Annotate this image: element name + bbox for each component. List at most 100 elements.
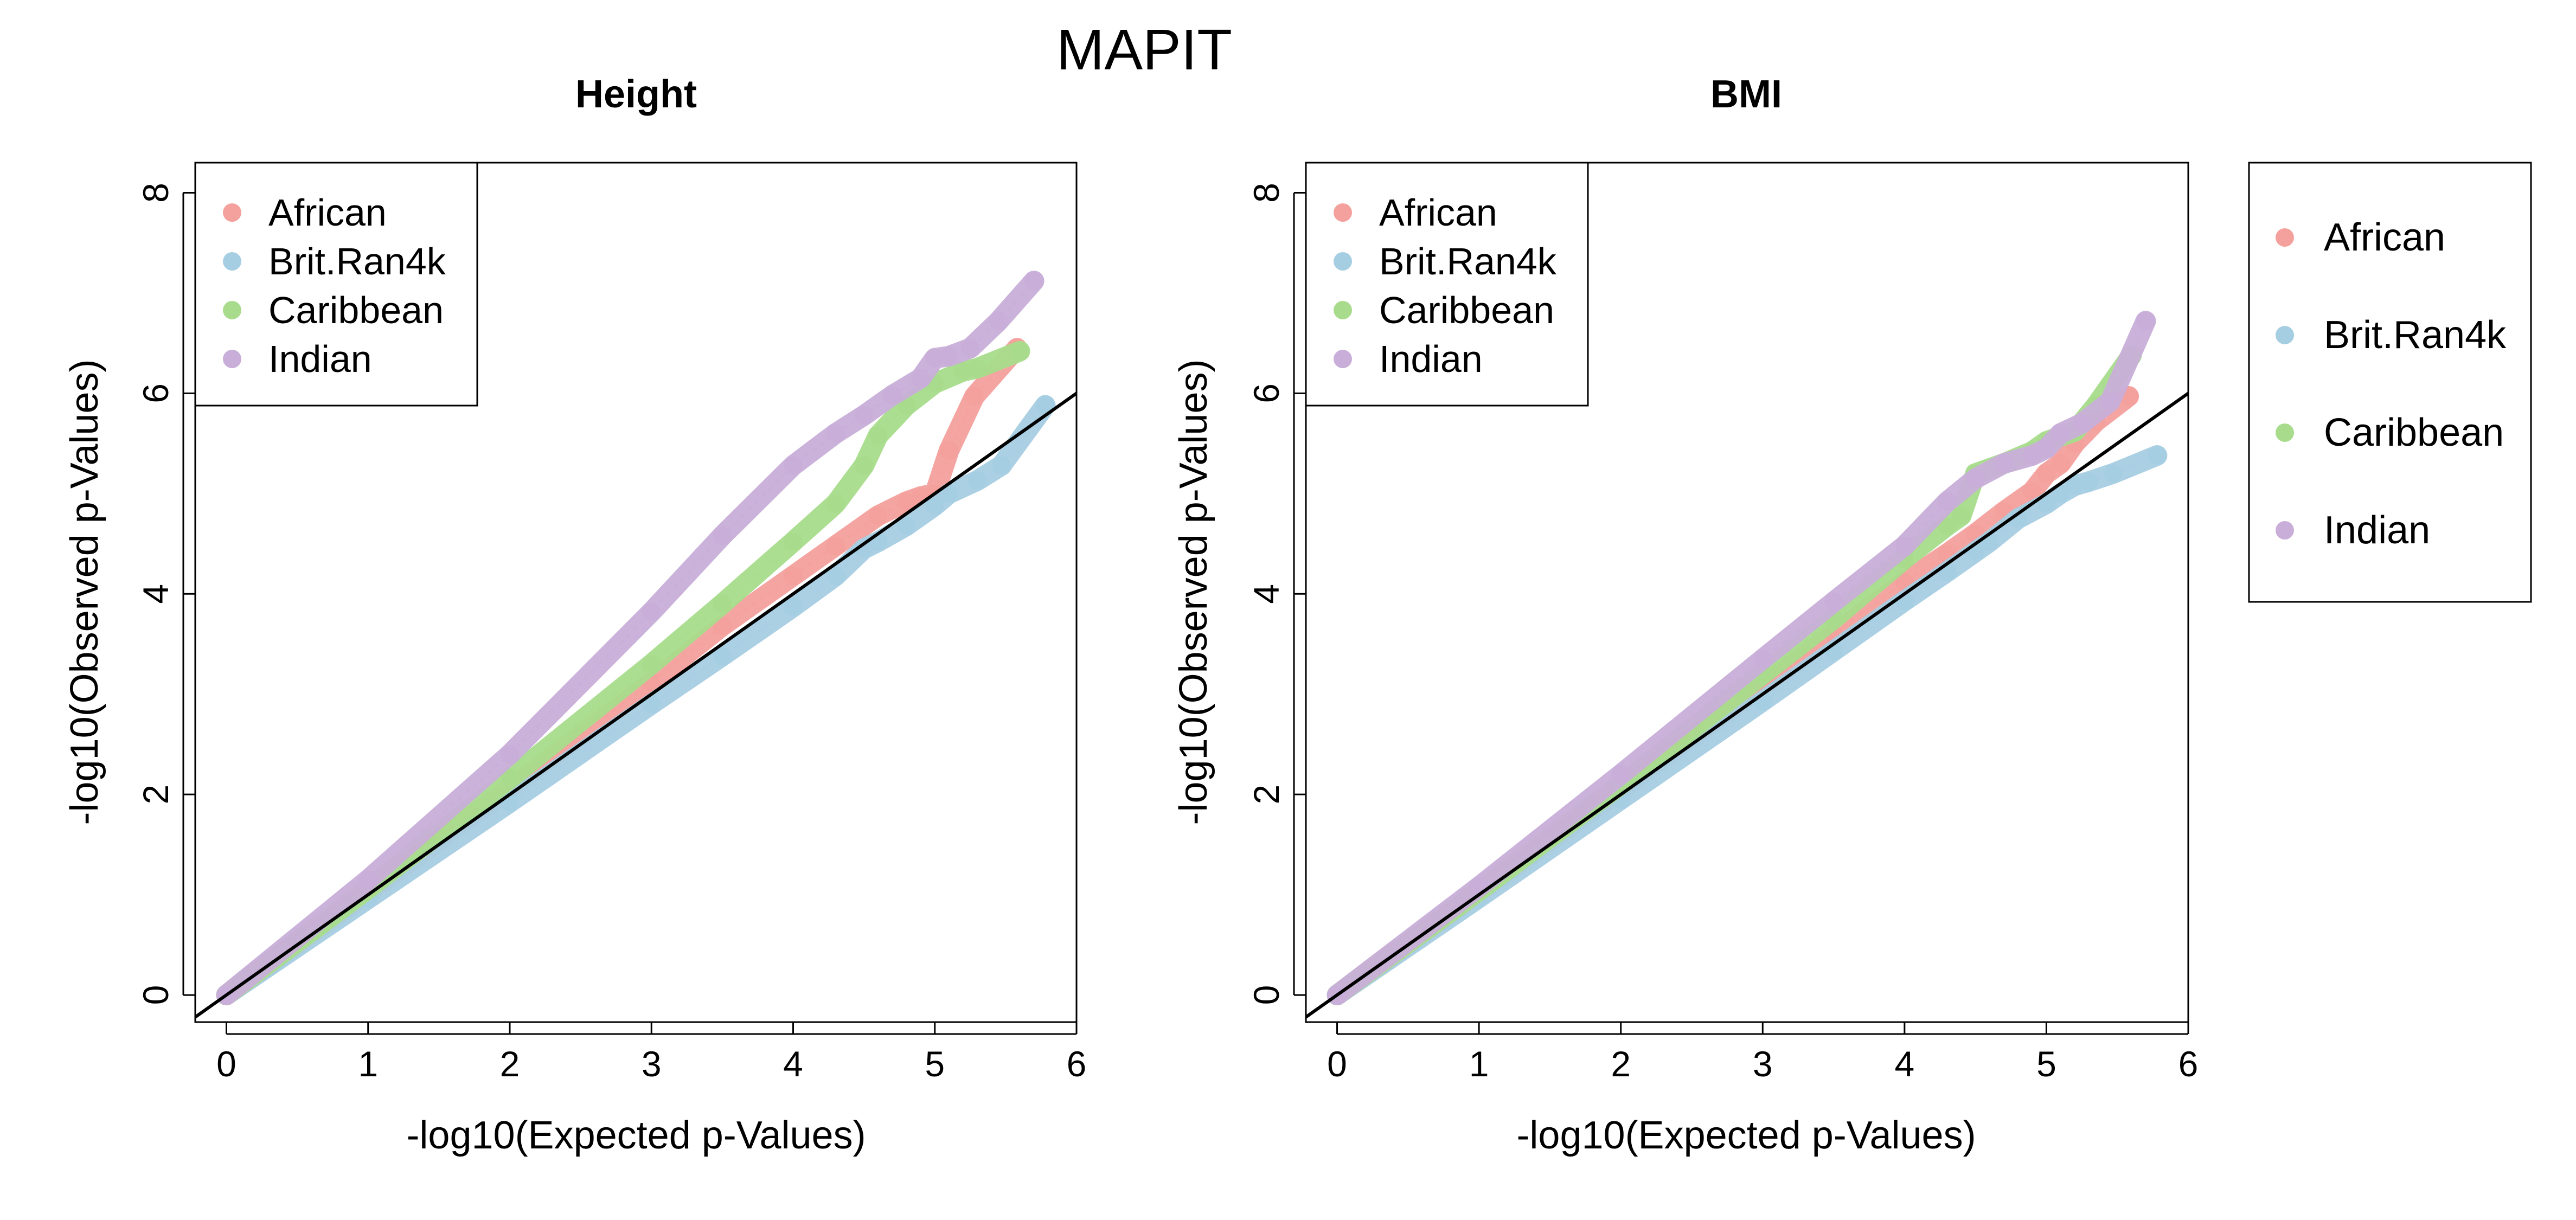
legend-label: Indian bbox=[2324, 509, 2430, 552]
x-axis: 0 1 2 3 4 5 6 bbox=[216, 1022, 1086, 1084]
data-point bbox=[2009, 509, 2028, 528]
y-tick-label: 6 bbox=[136, 383, 176, 403]
data-point bbox=[961, 339, 980, 358]
data-point bbox=[826, 536, 845, 555]
panel-bmi: BMI 0 1 2 3 4 5 6 0 2 4 6 8 African Brit.Ran4k Caribbe… bbox=[1172, 73, 2198, 1157]
data-point bbox=[968, 471, 987, 490]
legend-swatch bbox=[2276, 326, 2294, 344]
data-point bbox=[826, 424, 845, 443]
y-tick-label: 2 bbox=[1246, 785, 1286, 805]
data-point bbox=[1895, 536, 1914, 555]
legend-box bbox=[194, 162, 478, 407]
data-point bbox=[500, 769, 519, 788]
data-point bbox=[939, 484, 958, 503]
series-indian bbox=[1327, 311, 2156, 1006]
data-point bbox=[989, 312, 1008, 331]
legend-swatch bbox=[1334, 301, 1352, 319]
legend-label: Caribbean bbox=[2324, 411, 2504, 454]
x-tick-label: 1 bbox=[358, 1044, 378, 1084]
x-tick-label: 1 bbox=[1469, 1044, 1489, 1084]
legend-box bbox=[1305, 162, 1589, 407]
data-point bbox=[1938, 492, 1957, 511]
data-point bbox=[992, 456, 1011, 475]
legend-swatch bbox=[223, 301, 241, 319]
data-point bbox=[939, 441, 958, 460]
data-point bbox=[1611, 765, 1630, 784]
data-point bbox=[784, 598, 803, 617]
y-tick-label: 2 bbox=[136, 785, 176, 805]
data-point bbox=[855, 406, 874, 425]
x-tick-label: 2 bbox=[1611, 1044, 1631, 1084]
x-tick-label: 3 bbox=[1753, 1044, 1773, 1084]
legend-swatch bbox=[223, 350, 241, 368]
data-point bbox=[1824, 593, 1843, 612]
legend: African Brit.Ran4k Caribbean Indian bbox=[194, 162, 478, 407]
x-tick-label: 5 bbox=[925, 1044, 945, 1084]
series-group bbox=[1327, 311, 2168, 1006]
data-point bbox=[2051, 424, 2070, 443]
data-point bbox=[953, 362, 972, 381]
data-point bbox=[642, 695, 661, 714]
y-tick-label: 8 bbox=[1246, 183, 1286, 203]
data-point bbox=[642, 654, 661, 673]
y-tick-label: 6 bbox=[1246, 383, 1286, 403]
data-point bbox=[965, 387, 984, 406]
data-point bbox=[2023, 446, 2042, 465]
x-tick-label: 0 bbox=[216, 1044, 236, 1084]
data-point bbox=[925, 496, 944, 515]
y-tick-label: 8 bbox=[136, 183, 176, 203]
data-point bbox=[784, 532, 803, 551]
legend-swatch bbox=[1334, 252, 1352, 271]
series-caribbean bbox=[216, 341, 1030, 1006]
legend-swatch bbox=[223, 252, 241, 271]
data-point bbox=[713, 646, 732, 665]
data-point bbox=[2037, 439, 2056, 458]
reference-line bbox=[195, 391, 1076, 1019]
legend-label: African bbox=[1379, 191, 1497, 234]
legend-swatch bbox=[1334, 203, 1352, 222]
data-point bbox=[784, 566, 803, 585]
data-point bbox=[855, 540, 874, 558]
data-point bbox=[358, 870, 377, 889]
panel-title: Height bbox=[575, 73, 697, 116]
data-point bbox=[855, 456, 874, 475]
y-axis: 0 2 4 6 8 bbox=[136, 183, 195, 1005]
plot-frame bbox=[1305, 162, 2189, 1023]
data-point bbox=[939, 346, 958, 365]
legend-label: Caribbean bbox=[1379, 289, 1554, 331]
legend-label: Indian bbox=[268, 338, 372, 380]
series-group bbox=[216, 271, 1056, 1006]
y-tick-label: 4 bbox=[136, 584, 176, 604]
x-axis: 0 1 2 3 4 5 6 bbox=[1327, 1022, 2198, 1084]
y-tick-label: 0 bbox=[1246, 985, 1286, 1005]
data-point bbox=[869, 506, 888, 525]
legend-swatch bbox=[2276, 228, 2294, 247]
legend-label: Indian bbox=[1379, 338, 1483, 380]
data-point bbox=[2023, 482, 2042, 501]
data-point bbox=[2051, 484, 2070, 503]
data-point bbox=[897, 516, 916, 535]
data-point bbox=[2148, 446, 2167, 465]
data-point bbox=[826, 494, 845, 513]
data-point bbox=[642, 602, 661, 621]
legend-label: African bbox=[268, 191, 387, 234]
data-point bbox=[500, 745, 519, 764]
data-point bbox=[2072, 414, 2091, 433]
x-tick-label: 2 bbox=[500, 1044, 520, 1084]
data-point bbox=[2136, 312, 2155, 331]
data-point bbox=[2037, 464, 2056, 483]
x-tick-label: 5 bbox=[2036, 1044, 2056, 1084]
y-axis: 0 2 4 6 8 bbox=[1246, 183, 1306, 1005]
data-point bbox=[826, 566, 845, 585]
panel-title: BMI bbox=[1710, 73, 1782, 116]
legend-label: Brit.Ran4k bbox=[268, 240, 446, 282]
data-point bbox=[1010, 342, 1029, 361]
y-tick-label: 4 bbox=[1246, 584, 1286, 604]
data-point bbox=[713, 526, 732, 545]
data-point bbox=[2051, 454, 2070, 473]
legend-label: African bbox=[2324, 216, 2445, 259]
y-tick-label: 0 bbox=[136, 985, 176, 1005]
legend-swatch bbox=[2276, 521, 2294, 540]
x-tick-label: 4 bbox=[783, 1044, 803, 1084]
x-tick-label: 0 bbox=[1327, 1044, 1347, 1084]
